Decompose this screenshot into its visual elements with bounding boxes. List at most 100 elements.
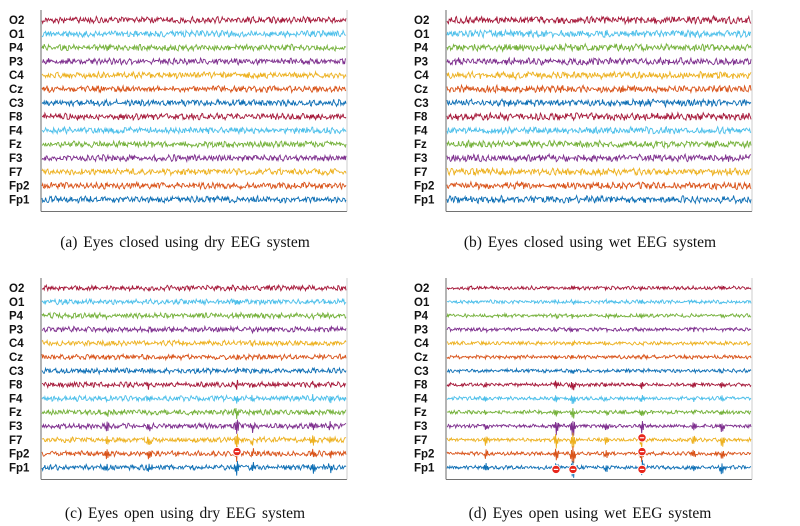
- trace-f3: [41, 419, 347, 434]
- trace-o2: [446, 14, 752, 26]
- channel-label-cz: Cz: [9, 352, 23, 364]
- eeg-panel-b: O2 O1 P4 P3 C4 Cz C3 F8 F4 Fz F3 F7 Fp2 Fp1 (b) Eyes …: [410, 6, 770, 256]
- channel-label-fz: Fz: [414, 407, 427, 419]
- trace-o1: [41, 29, 347, 39]
- channel-label-c3: C3: [9, 98, 24, 110]
- channel-label-p3: P3: [414, 324, 428, 336]
- trace-fp1: [41, 194, 347, 205]
- channel-label-fp2: Fp2: [9, 181, 29, 193]
- channel-label-p3: P3: [9, 324, 23, 336]
- channel-label-o1: O1: [414, 29, 430, 41]
- channel-label-cz: Cz: [414, 352, 428, 364]
- trace-cz: [41, 352, 347, 362]
- trace-c4: [446, 339, 752, 347]
- channel-label-f4: F4: [9, 393, 23, 405]
- eeg-panel-a: O2 O1 P4 P3 C4 Cz C3 F8 F4 Fz F3 F7 Fp2 Fp1 (a) Eyes …: [5, 6, 365, 256]
- trace-fp2: [41, 446, 347, 462]
- trace-c4: [41, 70, 347, 80]
- channel-label-fz: Fz: [9, 139, 22, 151]
- trace-fp1: [446, 194, 752, 205]
- trace-o2: [446, 284, 752, 292]
- trace-f4: [41, 125, 347, 136]
- channel-label-f7: F7: [414, 167, 427, 179]
- channel-label-o2: O2: [414, 15, 429, 27]
- trace-p3: [41, 324, 347, 335]
- trace-c4: [446, 69, 752, 81]
- trace-f7: [41, 166, 347, 177]
- trace-c3: [446, 367, 752, 375]
- channel-label-cz: Cz: [414, 84, 428, 96]
- trace-f3: [41, 153, 347, 164]
- channel-label-f8: F8: [9, 380, 23, 392]
- channel-label-o1: O1: [414, 297, 430, 309]
- trace-fp2: [446, 180, 752, 191]
- channel-label-f3: F3: [9, 153, 22, 165]
- channel-label-f4: F4: [414, 125, 428, 137]
- trace-p4: [41, 311, 347, 321]
- channel-label-fp1: Fp1: [414, 462, 435, 474]
- channel-label-fp2: Fp2: [9, 449, 29, 461]
- trace-f3: [446, 152, 752, 163]
- trace-f8: [446, 380, 752, 391]
- channel-label-c4: C4: [414, 70, 429, 82]
- channel-label-p4: P4: [414, 311, 429, 323]
- channel-label-fz: Fz: [9, 407, 22, 419]
- trace-o1: [446, 28, 752, 39]
- eeg-panel-d: O2 O1 P4 P3 C4 Cz C3 F8 F4 Fz F3 F7 Fp2 Fp1 (d) Eyes …: [410, 274, 770, 524]
- trace-f8: [41, 379, 347, 390]
- caption-b: (b) Eyes closed using wet EEG system: [463, 234, 717, 251]
- channel-label-f4: F4: [9, 125, 23, 137]
- channel-label-f4: F4: [414, 393, 428, 405]
- channel-label-cz: Cz: [9, 84, 23, 96]
- channel-label-c3: C3: [414, 366, 429, 378]
- channel-label-fp2: Fp2: [414, 181, 434, 193]
- channel-label-fp2: Fp2: [414, 449, 434, 461]
- trace-f7: [446, 432, 752, 451]
- trace-f8: [42, 111, 347, 122]
- channel-label-f8: F8: [414, 112, 428, 124]
- channel-label-fz: Fz: [414, 139, 427, 151]
- channel-label-f7: F7: [9, 167, 22, 179]
- channel-label-o2: O2: [414, 283, 429, 295]
- trace-o1: [446, 297, 752, 306]
- trace-f4: [446, 395, 752, 404]
- channel-label-o2: O2: [9, 283, 24, 295]
- trace-p3: [41, 56, 347, 67]
- caption-d: (d) Eyes open using wet EEG system: [468, 505, 712, 522]
- trace-fp1: [446, 460, 752, 478]
- channel-label-p3: P3: [9, 56, 23, 68]
- channel-label-f8: F8: [414, 380, 428, 392]
- trace-o2: [41, 283, 347, 293]
- trace-cz: [446, 83, 752, 95]
- channel-label-fp1: Fp1: [9, 462, 30, 474]
- channel-label-fp1: Fp1: [9, 194, 30, 206]
- channel-label-f3: F3: [414, 421, 427, 433]
- trace-fz: [446, 408, 752, 419]
- trace-f8: [446, 111, 752, 122]
- caption-c: (c) Eyes open using dry EEG system: [64, 505, 306, 522]
- trace-f7: [446, 166, 752, 177]
- trace-c3: [41, 366, 347, 376]
- trace-p4: [446, 42, 752, 53]
- channel-label-o1: O1: [9, 297, 25, 309]
- trace-c3: [446, 97, 752, 109]
- trace-o2: [41, 15, 347, 25]
- trace-c4: [41, 338, 347, 348]
- trace-f3: [446, 420, 752, 436]
- trace-f7: [41, 433, 347, 452]
- channel-label-f7: F7: [414, 435, 427, 447]
- trace-cz: [446, 353, 752, 361]
- trace-p4: [41, 43, 347, 53]
- channel-label-p4: P4: [414, 43, 429, 55]
- trace-fp2: [41, 180, 347, 191]
- trace-fz: [41, 139, 347, 150]
- channel-label-fp1: Fp1: [414, 194, 435, 206]
- channel-label-c3: C3: [9, 366, 24, 378]
- channel-label-f7: F7: [9, 435, 22, 447]
- channel-label-c4: C4: [9, 70, 24, 82]
- trace-fp2: [446, 446, 751, 464]
- channel-label-c4: C4: [414, 338, 429, 350]
